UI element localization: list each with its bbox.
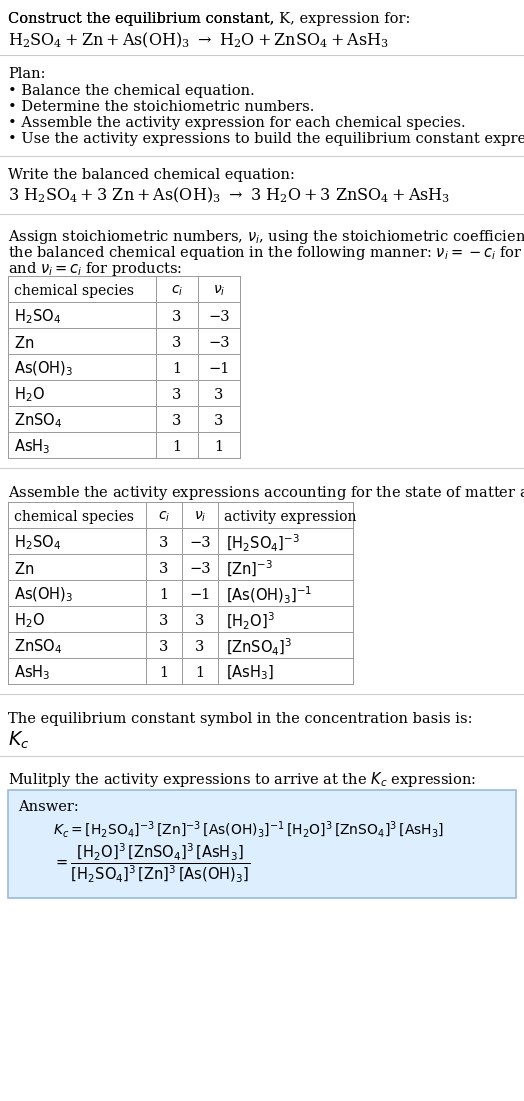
Text: $\mathrm{Zn}$: $\mathrm{Zn}$ [14, 562, 34, 577]
Text: The equilibrium constant symbol in the concentration basis is:: The equilibrium constant symbol in the c… [8, 712, 473, 726]
Text: 3: 3 [159, 640, 169, 654]
Text: 3: 3 [172, 336, 182, 350]
Text: $\mathrm{H_2SO_4}$: $\mathrm{H_2SO_4}$ [14, 308, 61, 326]
Text: 1: 1 [195, 666, 204, 680]
Text: −3: −3 [189, 536, 211, 550]
Text: $c_i$: $c_i$ [171, 284, 183, 298]
Text: Answer:: Answer: [18, 800, 79, 814]
Text: $\mathrm{H_2SO_4}$: $\mathrm{H_2SO_4}$ [14, 534, 61, 553]
Text: $\mathrm{As(OH)_3}$: $\mathrm{As(OH)_3}$ [14, 586, 73, 604]
Text: $\mathrm{AsH_3}$: $\mathrm{AsH_3}$ [14, 438, 50, 457]
Text: Mulitply the activity expressions to arrive at the $K_c$ expression:: Mulitply the activity expressions to arr… [8, 770, 476, 789]
Text: 3: 3 [159, 614, 169, 628]
FancyBboxPatch shape [8, 791, 516, 898]
Text: $\mathrm{AsH_3}$: $\mathrm{AsH_3}$ [14, 664, 50, 683]
Text: 1: 1 [172, 440, 181, 454]
Text: $K_c = [\mathrm{H_2SO_4}]^{-3}\,[\mathrm{Zn}]^{-3}\,[\mathrm{As(OH)_3}]^{-1}\,[\: $K_c = [\mathrm{H_2SO_4}]^{-3}\,[\mathrm… [53, 820, 444, 840]
Text: • Balance the chemical equation.: • Balance the chemical equation. [8, 84, 255, 98]
Text: −1: −1 [209, 362, 230, 377]
Text: $[\mathrm{AsH_3}]$: $[\mathrm{AsH_3}]$ [226, 664, 274, 683]
Text: Write the balanced chemical equation:: Write the balanced chemical equation: [8, 168, 295, 182]
Text: $= \dfrac{[\mathrm{H_2O}]^3\,[\mathrm{ZnSO_4}]^3\,[\mathrm{AsH_3}]}{[\mathrm{H_2: $= \dfrac{[\mathrm{H_2O}]^3\,[\mathrm{Zn… [53, 842, 250, 885]
Text: $[\mathrm{H_2O}]^3$: $[\mathrm{H_2O}]^3$ [226, 611, 275, 632]
Text: 3: 3 [195, 614, 205, 628]
Text: 3: 3 [159, 563, 169, 576]
Text: $\mathregular{3\ H_2SO_4 + 3\ Zn + As(OH)_3\ \rightarrow\ 3\ H_2O + 3\ ZnSO_4 + : $\mathregular{3\ H_2SO_4 + 3\ Zn + As(OH… [8, 186, 450, 206]
Text: 1: 1 [159, 588, 169, 602]
Text: 3: 3 [214, 414, 224, 428]
Text: −3: −3 [208, 310, 230, 324]
Text: Plan:: Plan: [8, 67, 46, 81]
Text: 3: 3 [172, 388, 182, 402]
Text: and $\nu_i = c_i$ for products:: and $\nu_i = c_i$ for products: [8, 260, 182, 277]
Text: 3: 3 [172, 414, 182, 428]
Text: $\mathregular{H_2SO_4 + Zn + As(OH)_3\ \rightarrow\ H_2O + ZnSO_4 + AsH_3}$: $\mathregular{H_2SO_4 + Zn + As(OH)_3\ \… [8, 31, 389, 51]
Text: $\mathrm{Zn}$: $\mathrm{Zn}$ [14, 335, 34, 351]
Text: activity expression: activity expression [224, 510, 356, 524]
Text: $[\mathrm{H_2SO_4}]^{-3}$: $[\mathrm{H_2SO_4}]^{-3}$ [226, 533, 300, 554]
Text: $\nu_i$: $\nu_i$ [213, 284, 225, 298]
Text: 3: 3 [195, 640, 205, 654]
Text: −1: −1 [189, 588, 211, 602]
Text: −3: −3 [208, 336, 230, 350]
Text: $[\mathrm{Zn}]^{-3}$: $[\mathrm{Zn}]^{-3}$ [226, 559, 273, 579]
Text: −3: −3 [189, 563, 211, 576]
Text: $[\mathrm{As(OH)_3}]^{-1}$: $[\mathrm{As(OH)_3}]^{-1}$ [226, 585, 312, 606]
Text: $\nu_i$: $\nu_i$ [194, 510, 206, 524]
Text: $\mathrm{ZnSO_4}$: $\mathrm{ZnSO_4}$ [14, 412, 62, 430]
Text: 3: 3 [172, 310, 182, 324]
Text: • Assemble the activity expression for each chemical species.: • Assemble the activity expression for e… [8, 116, 466, 130]
Text: Construct the equilibrium constant,: Construct the equilibrium constant, [8, 12, 279, 26]
Text: Assign stoichiometric numbers, $\nu_i$, using the stoichiometric coefficients, $: Assign stoichiometric numbers, $\nu_i$, … [8, 228, 524, 246]
Text: 3: 3 [159, 536, 169, 550]
Text: $\mathrm{H_2O}$: $\mathrm{H_2O}$ [14, 385, 45, 404]
Text: chemical species: chemical species [14, 510, 134, 524]
Text: 1: 1 [172, 362, 181, 377]
Text: $\mathrm{As(OH)_3}$: $\mathrm{As(OH)_3}$ [14, 360, 73, 379]
Text: • Determine the stoichiometric numbers.: • Determine the stoichiometric numbers. [8, 100, 314, 115]
Text: $\mathrm{H_2O}$: $\mathrm{H_2O}$ [14, 612, 45, 631]
Text: 1: 1 [214, 440, 224, 454]
Text: chemical species: chemical species [14, 284, 134, 298]
Text: the balanced chemical equation in the following manner: $\nu_i = -c_i$ for react: the balanced chemical equation in the fo… [8, 244, 524, 262]
Text: 1: 1 [159, 666, 169, 680]
Text: Construct the equilibrium constant, K, expression for:: Construct the equilibrium constant, K, e… [8, 12, 410, 26]
Text: $K_c$: $K_c$ [8, 730, 29, 751]
Text: $[\mathrm{ZnSO_4}]^3$: $[\mathrm{ZnSO_4}]^3$ [226, 636, 292, 657]
Text: $c_i$: $c_i$ [158, 510, 170, 524]
Text: $\mathrm{ZnSO_4}$: $\mathrm{ZnSO_4}$ [14, 637, 62, 656]
Text: Assemble the activity expressions accounting for the state of matter and $\nu_i$: Assemble the activity expressions accoun… [8, 484, 524, 502]
Text: 3: 3 [214, 388, 224, 402]
Text: • Use the activity expressions to build the equilibrium constant expression.: • Use the activity expressions to build … [8, 132, 524, 146]
